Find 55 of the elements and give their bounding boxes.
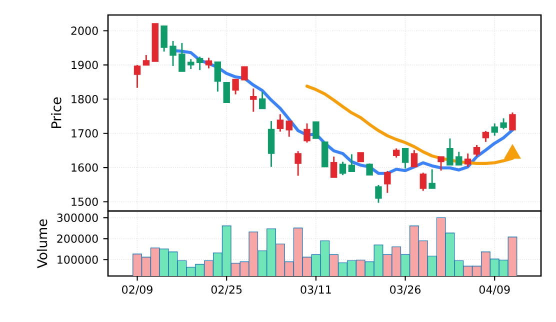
- y-axis-title: Volume: [36, 219, 48, 268]
- x-tick-label: 04/09: [479, 285, 510, 295]
- candlestick: [330, 156, 338, 178]
- candlestick: [428, 168, 436, 190]
- candlestick: [410, 149, 418, 168]
- x-tick-label: 03/11: [300, 285, 331, 295]
- candlestick: [312, 121, 320, 139]
- candlestick: [188, 58, 194, 70]
- x-tick-label: 03/26: [390, 285, 421, 295]
- candlestick: [160, 25, 168, 52]
- candlestick: [393, 148, 400, 158]
- candlestick: [509, 112, 516, 131]
- candlestick: [178, 42, 186, 72]
- candlestick: [446, 138, 454, 166]
- candlestick: [170, 40, 176, 67]
- candlestick: [438, 156, 444, 172]
- candlestick: [142, 54, 150, 66]
- candlestick: [491, 122, 498, 136]
- candlestick: [384, 170, 391, 194]
- y-tick-label: 200000: [57, 234, 98, 243]
- candlestick: [375, 184, 382, 204]
- candlestick: [420, 172, 426, 192]
- x-tick-label: 02/25: [211, 285, 242, 295]
- candlestick: [223, 82, 230, 103]
- candlestick: [304, 122, 310, 144]
- y-tick-label: 1700: [72, 129, 98, 138]
- y-tick-label: 1800: [72, 94, 98, 104]
- y-tick-label: 300000: [57, 214, 98, 222]
- candlestick: [250, 88, 257, 113]
- candlestick: [196, 56, 204, 71]
- candlestick: [348, 153, 356, 172]
- y-tick-label: 1500: [72, 198, 98, 206]
- candlestick: [339, 161, 346, 176]
- candlestick: [402, 148, 409, 170]
- candlestick: [357, 152, 364, 162]
- candlestick: [500, 118, 507, 130]
- candlestick: [473, 144, 480, 158]
- y-axis-title: Price: [50, 97, 62, 128]
- candlestick: [294, 150, 302, 176]
- candlestick: [286, 120, 292, 138]
- candlestick: [482, 130, 490, 143]
- x-tick-label: 02/09: [122, 285, 152, 295]
- candlestick: [205, 57, 212, 70]
- y-tick-label: 2000: [71, 26, 98, 35]
- candlestick: [464, 152, 472, 168]
- candlestick: [456, 151, 462, 166]
- candlestick: [276, 113, 284, 132]
- candlestick: [232, 78, 239, 96]
- candlestick: [134, 64, 141, 89]
- candlestick: [214, 61, 222, 92]
- candlestick: [258, 91, 266, 110]
- y-tick-label: 1900: [72, 60, 98, 70]
- candlestick: [241, 66, 248, 80]
- y-tick-label: 100000: [58, 255, 98, 264]
- y-tick-label: 1600: [72, 163, 98, 172]
